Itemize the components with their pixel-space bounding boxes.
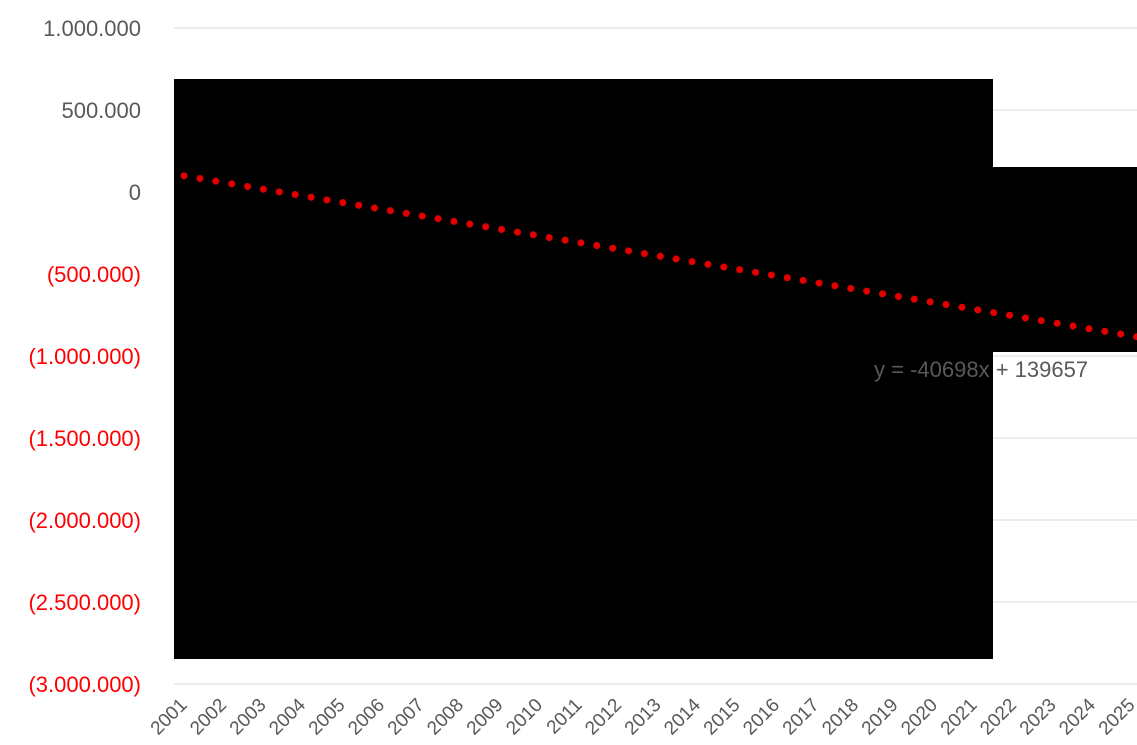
x-tick-label: 2021	[937, 695, 982, 740]
occlusion-box-right	[993, 167, 1137, 352]
occlusion-boxes	[174, 79, 1137, 659]
y-tick-label: 0	[129, 180, 141, 205]
x-tick-label: 2024	[1055, 694, 1100, 739]
x-tick-label: 2025	[1095, 695, 1137, 740]
x-tick-label: 2011	[543, 695, 587, 739]
y-tick-label: (2.500.000)	[28, 590, 141, 615]
x-tick-label: 2008	[423, 695, 468, 740]
y-tick-label: 500.000	[61, 98, 141, 123]
y-tick-label: (3.000.000)	[28, 672, 141, 697]
x-tick-label: 2023	[1016, 695, 1061, 740]
x-tick-label: 2010	[502, 695, 547, 740]
x-tick-label: 2005	[305, 695, 350, 740]
x-tick-label: 2017	[779, 695, 824, 740]
x-tick-label: 2009	[463, 695, 508, 740]
x-tick-label: 2016	[739, 695, 784, 740]
x-tick-label: 2015	[700, 695, 745, 740]
y-tick-label: (500.000)	[47, 262, 141, 287]
trendline-equation: y = -40698x + 139657	[874, 357, 1088, 382]
occlusion-box-main	[174, 79, 993, 659]
x-tick-label: 2012	[581, 695, 626, 740]
x-tick-label: 2019	[858, 695, 903, 740]
x-tick-label: 2004	[265, 694, 310, 739]
y-tick-label: (2.000.000)	[28, 508, 141, 533]
trendline	[180, 172, 1137, 341]
y-tick-label: (1.500.000)	[28, 426, 141, 451]
x-tick-label: 2018	[818, 695, 863, 740]
y-tick-label: 1.000.000	[43, 16, 141, 41]
x-tick-label: 2020	[897, 695, 942, 740]
x-tick-label: 2002	[186, 695, 231, 740]
x-axis-tick-labels: 2001200220032004200520062007200820092010…	[147, 694, 1137, 739]
x-tick-label: 2001	[147, 695, 192, 740]
x-tick-label: 2006	[344, 695, 389, 740]
x-tick-label: 2014	[660, 694, 705, 739]
y-axis-tick-labels: 1.000.000 500.000 0 (500.000) (1.000.000) (1.…	[28, 16, 141, 697]
x-tick-label: 2022	[976, 695, 1021, 740]
x-tick-label: 2013	[621, 695, 666, 740]
y-tick-label: (1.000.000)	[28, 344, 141, 369]
trendline-line	[180, 172, 1137, 341]
x-tick-label: 2003	[226, 695, 271, 740]
x-tick-label: 2007	[384, 695, 429, 740]
